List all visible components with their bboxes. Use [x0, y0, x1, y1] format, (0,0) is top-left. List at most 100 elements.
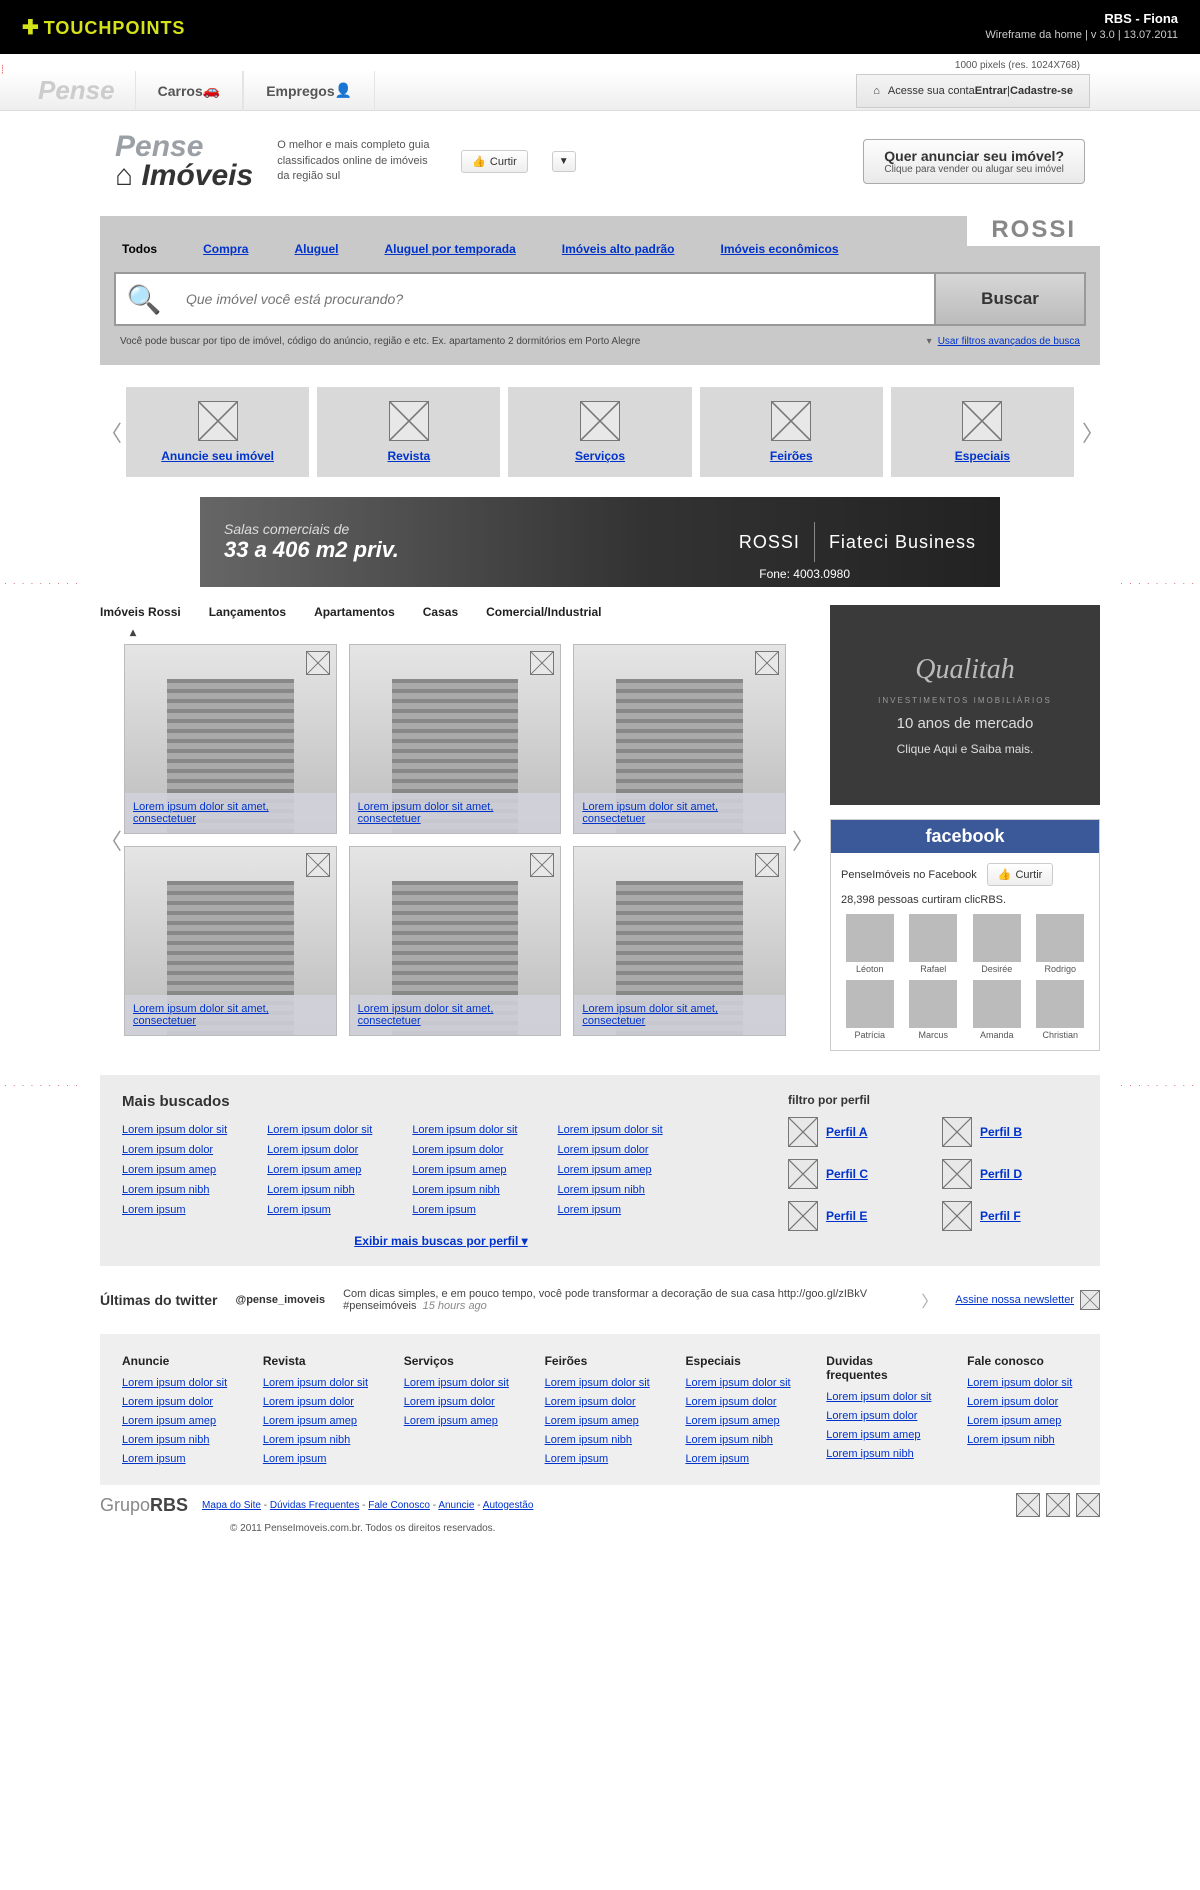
cat-aluguel[interactable]: Aluguel [294, 242, 338, 256]
footer-link[interactable]: Lorem ipsum dolor sit [826, 1391, 937, 1403]
newsletter-link[interactable]: Assine nossa newsletter [955, 1290, 1100, 1310]
footer-link[interactable]: Lorem ipsum nibh [685, 1434, 796, 1446]
mb-link[interactable]: Lorem ipsum dolor [122, 1144, 227, 1156]
bottom-link[interactable]: Autogestão [483, 1500, 534, 1511]
footer-link[interactable]: Lorem ipsum nibh [122, 1434, 233, 1446]
footer-link[interactable]: Lorem ipsum dolor sit [263, 1377, 374, 1389]
mb-link[interactable]: Lorem ipsum nibh [412, 1184, 517, 1196]
perfil-item[interactable]: Perfil F [942, 1201, 1078, 1231]
ad-qualitah[interactable]: Qualitah INVESTIMENTOS IMOBILIÁRIOS 10 a… [830, 605, 1100, 805]
tab-carros[interactable]: Carros🚗 [135, 71, 244, 111]
perfil-item[interactable]: Perfil D [942, 1159, 1078, 1189]
footer-link[interactable]: Lorem ipsum nibh [826, 1448, 937, 1460]
fb-face[interactable]: Marcus [905, 980, 963, 1040]
footer-link[interactable]: Lorem ipsum nibh [263, 1434, 374, 1446]
grid-next[interactable]: 〉 [792, 824, 810, 856]
footer-link[interactable]: Lorem ipsum dolor [685, 1396, 796, 1408]
fb-face[interactable]: Amanda [968, 980, 1026, 1040]
tw-next[interactable]: 〉 [921, 1288, 937, 1312]
listing-link[interactable]: Lorem ipsum dolor sit amet, consectetuer [358, 1003, 494, 1027]
fb-face[interactable]: Rafael [905, 914, 963, 974]
footer-link[interactable]: Lorem ipsum dolor sit [404, 1377, 515, 1389]
promo-feiroes[interactable]: Feirões [700, 387, 883, 477]
promo-next[interactable]: 〉 [1082, 416, 1100, 448]
bottom-link[interactable]: Fale Conosco [368, 1500, 430, 1511]
social-icon[interactable] [1016, 1493, 1040, 1517]
bottom-link[interactable]: Dúvidas Frequentes [270, 1500, 360, 1511]
listing-link[interactable]: Lorem ipsum dolor sit amet, consectetuer [358, 801, 494, 825]
like-button[interactable]: 👍 Curtir [461, 150, 528, 173]
promo-especiais[interactable]: Especiais [891, 387, 1074, 477]
listing-link[interactable]: Lorem ipsum dolor sit amet, consectetuer [582, 1003, 718, 1027]
fb-face[interactable]: Desirée [968, 914, 1026, 974]
footer-link[interactable]: Lorem ipsum nibh [967, 1434, 1078, 1446]
bottom-link[interactable]: Mapa do Site [202, 1500, 261, 1511]
footer-link[interactable]: Lorem ipsum [122, 1453, 233, 1465]
perfil-item[interactable]: Perfil E [788, 1201, 924, 1231]
mb-link[interactable]: Lorem ipsum dolor sit [557, 1124, 662, 1136]
account-box[interactable]: ⌂ Acesse sua conta Entrar | Cadastre-se [856, 74, 1090, 108]
footer-link[interactable]: Lorem ipsum amep [685, 1415, 796, 1427]
mb-link[interactable]: Lorem ipsum nibh [557, 1184, 662, 1196]
mb-link[interactable]: Lorem ipsum dolor sit [122, 1124, 227, 1136]
fb-face[interactable]: Léoton [841, 914, 899, 974]
adv-toggle-icon[interactable]: ▾ [927, 336, 932, 347]
mb-link[interactable]: Lorem ipsum [267, 1204, 372, 1216]
subtab-comercial[interactable]: Comercial/Industrial [486, 605, 601, 619]
footer-link[interactable]: Lorem ipsum amep [404, 1415, 515, 1427]
cat-altopadrao[interactable]: Imóveis alto padrão [562, 242, 675, 256]
footer-link[interactable]: Lorem ipsum amep [545, 1415, 656, 1427]
mb-link[interactable]: Lorem ipsum nibh [267, 1184, 372, 1196]
promo-anuncie[interactable]: Anuncie seu imóvel [126, 387, 309, 477]
cta-anunciar[interactable]: Quer anunciar seu imóvel? Clique para ve… [863, 139, 1085, 184]
listing-card[interactable]: Lorem ipsum dolor sit amet, consectetuer [124, 644, 337, 834]
promo-prev[interactable]: 〈 [100, 416, 118, 448]
mb-link[interactable]: Lorem ipsum dolor [267, 1144, 372, 1156]
logo-pense-imoveis[interactable]: Pense ⌂ Imóveis [115, 133, 253, 190]
tab-pense[interactable]: Pense [18, 75, 135, 106]
fb-face[interactable]: Christian [1032, 980, 1090, 1040]
mb-link[interactable]: Lorem ipsum amep [267, 1164, 372, 1176]
listing-card[interactable]: Lorem ipsum dolor sit amet, consectetuer [573, 644, 786, 834]
subtab-imoveis-rossi[interactable]: Imóveis Rossi [100, 605, 181, 619]
listing-card[interactable]: Lorem ipsum dolor sit amet, consectetuer [349, 846, 562, 1036]
cat-todos[interactable]: Todos [122, 242, 157, 256]
perfil-item[interactable]: Perfil B [942, 1117, 1078, 1147]
social-icon[interactable] [1076, 1493, 1100, 1517]
subtab-apartamentos[interactable]: Apartamentos [314, 605, 395, 619]
mb-link[interactable]: Lorem ipsum nibh [122, 1184, 227, 1196]
like-dropdown[interactable]: ▼ [552, 151, 576, 172]
footer-link[interactable]: Lorem ipsum dolor [967, 1396, 1078, 1408]
footer-link[interactable]: Lorem ipsum [263, 1453, 374, 1465]
footer-link[interactable]: Lorem ipsum amep [826, 1429, 937, 1441]
link-cadastre[interactable]: Cadastre-se [1010, 85, 1073, 97]
promo-revista[interactable]: Revista [317, 387, 500, 477]
mb-link[interactable]: Lorem ipsum [412, 1204, 517, 1216]
link-adv-filters[interactable]: Usar filtros avançados de busca [938, 336, 1080, 347]
footer-link[interactable]: Lorem ipsum dolor sit [122, 1377, 233, 1389]
subtab-lancamentos[interactable]: Lançamentos [209, 605, 286, 619]
social-icon[interactable] [1046, 1493, 1070, 1517]
mb-link[interactable]: Lorem ipsum dolor [557, 1144, 662, 1156]
cat-compra[interactable]: Compra [203, 242, 248, 256]
footer-link[interactable]: Lorem ipsum amep [122, 1415, 233, 1427]
fb-face[interactable]: Patrícia [841, 980, 899, 1040]
sponsor-rossi[interactable]: ROSSI [967, 214, 1100, 246]
mb-link[interactable]: Lorem ipsum dolor [412, 1144, 517, 1156]
listing-card[interactable]: Lorem ipsum dolor sit amet, consectetuer [573, 846, 786, 1036]
footer-link[interactable]: Lorem ipsum dolor [545, 1396, 656, 1408]
mb-link[interactable]: Lorem ipsum [122, 1204, 227, 1216]
perfil-item[interactable]: Perfil C [788, 1159, 924, 1189]
footer-link[interactable]: Lorem ipsum amep [967, 1415, 1078, 1427]
footer-link[interactable]: Lorem ipsum amep [263, 1415, 374, 1427]
promo-servicos[interactable]: Serviços [508, 387, 691, 477]
footer-link[interactable]: Lorem ipsum [545, 1453, 656, 1465]
footer-link[interactable]: Lorem ipsum [685, 1453, 796, 1465]
footer-link[interactable]: Lorem ipsum dolor sit [685, 1377, 796, 1389]
listing-link[interactable]: Lorem ipsum dolor sit amet, consectetuer [582, 801, 718, 825]
tw-handle[interactable]: @pense_imoveis [235, 1294, 325, 1306]
footer-link[interactable]: Lorem ipsum nibh [545, 1434, 656, 1446]
listing-card[interactable]: Lorem ipsum dolor sit amet, consectetuer [349, 644, 562, 834]
perfil-item[interactable]: Perfil A [788, 1117, 924, 1147]
mb-link[interactable]: Lorem ipsum dolor sit [267, 1124, 372, 1136]
